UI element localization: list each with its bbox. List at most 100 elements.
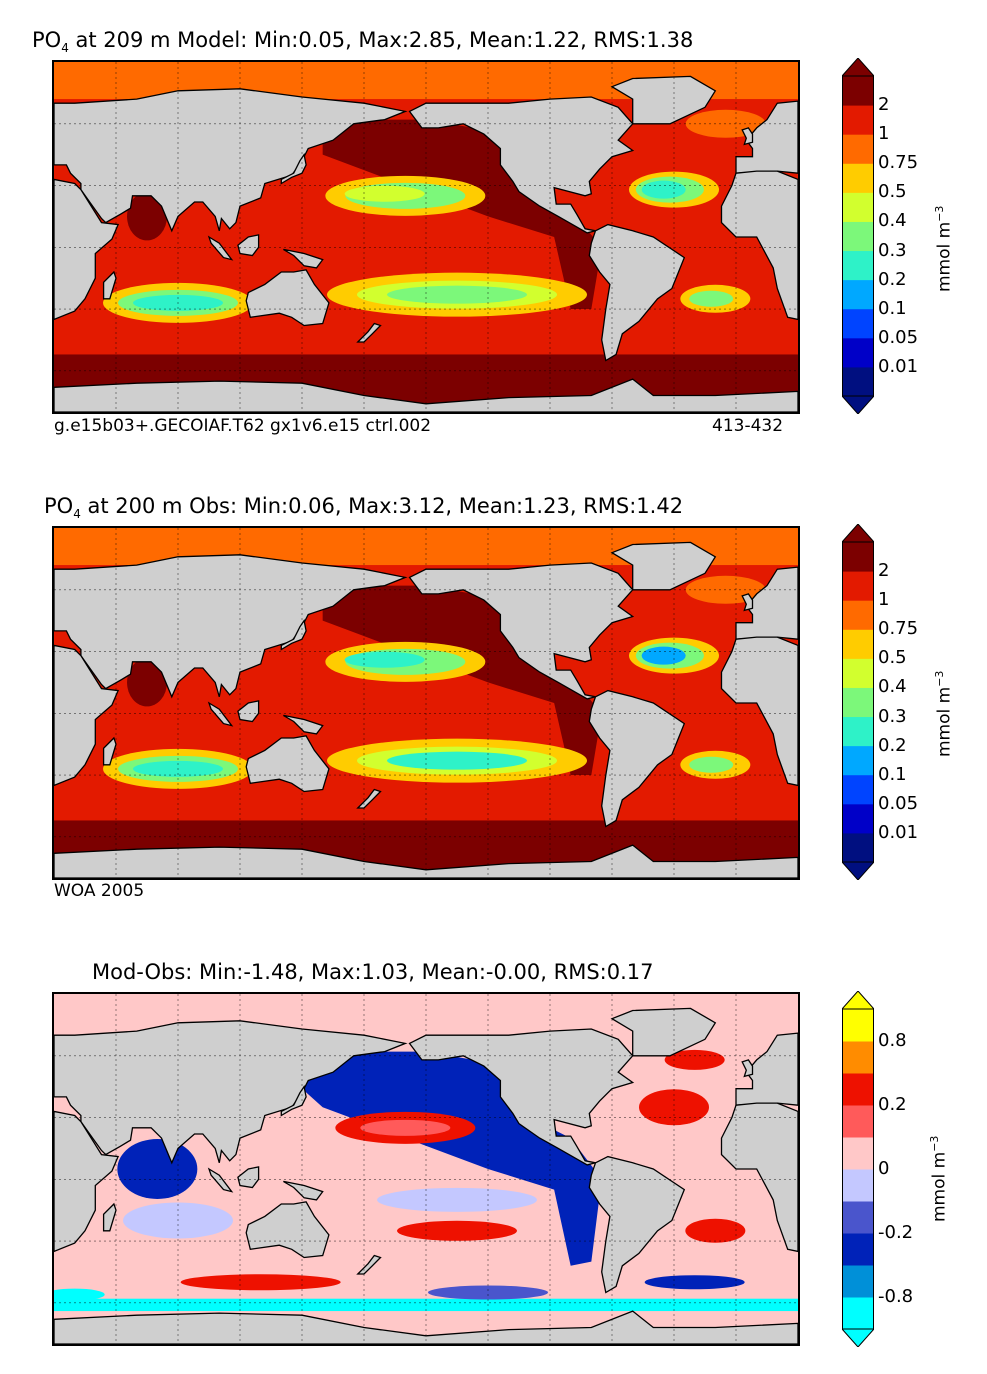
colorbar-segment [842,163,874,193]
land-africaW [720,1102,798,1253]
colorbar-tick-label: 0.2 [878,268,907,290]
land-europeW [735,1032,798,1106]
panel2-caption-left: WOA 2005 [54,881,145,901]
colorbar-extend-min [840,1328,876,1348]
land-eurasia [54,1020,408,1165]
colorbar-segment [842,337,874,368]
colorbar-segment [842,1105,874,1138]
land-northAmerica [408,562,635,700]
diff-natlantic-positive [639,1089,709,1126]
diff-satlantic-positive [685,1218,746,1243]
panel3-title: Mod-Obs: Min:-1.48, Max:1.03, Mean:-0.00… [92,960,654,984]
colorbar-segment [842,658,874,688]
land-japan [280,152,307,185]
colorbar-segment [842,1009,874,1042]
po4-npacific-high [322,585,602,776]
diff-spacific-light [377,1187,537,1212]
graticule [54,528,798,878]
land-greenland [610,541,717,591]
po4-arabian-sea [127,192,167,241]
colorbar-segment [842,192,874,222]
colorbar-segment [842,308,874,339]
land-southAmerica [588,1155,686,1294]
colorbar-segment [842,250,874,281]
land-sumatra [207,1167,234,1193]
colorbar-tick-label: 0.4 [878,210,907,232]
po4-southern-red [54,799,798,821]
diff-southern-cyan-patch [54,1288,105,1301]
panel2-map [52,526,800,880]
land-uk [741,127,754,146]
land-madagascar [102,270,117,300]
po4-spacific-gyre [387,285,527,304]
colorbar-segment [842,76,874,106]
colorbar-tick-label: 0.01 [878,821,919,843]
colorbar-segment [842,1169,874,1202]
land-japan [280,618,307,651]
panel1-colorbar-unit: mmol m−3 [933,205,955,292]
po4-npacific-high [322,119,602,310]
land-greenland [610,75,717,125]
land-northAmerica [408,1028,635,1166]
panel1-caption-left: g.e15b03+.GECOIAF.T62 gx1v6.e15 ctrl.002 [54,416,432,436]
diff-southern-negative [644,1275,745,1290]
land-greenland [610,1007,717,1057]
land-europeW [735,100,798,174]
po4-arctic-orange [54,542,156,563]
land-newGuinea [283,1180,324,1201]
colorbar-tick-label: 0.5 [878,647,907,669]
colorbar-segment [842,279,874,310]
colorbar-segment [842,105,874,135]
land-japan [280,1084,307,1117]
colorbar-tick-label: 0.8 [878,1030,907,1051]
land-europeW [735,566,798,640]
land-northAmerica [408,96,635,234]
colorbar-segment [842,1137,874,1170]
panel1-title: PO4 at 209 m Model: Min:0.05, Max:2.85, … [32,28,694,56]
colorbar-segment [842,542,874,572]
land-southAmerica [588,689,686,828]
po4-southern-red [54,333,798,355]
colorbar-tick-label: 0.3 [878,705,907,727]
panel2-colorbar-unit: mmol m−3 [933,670,955,757]
colorbar-segment [842,366,874,397]
colorbar-extend-min [840,395,876,415]
land-eurasia [54,554,408,699]
land-madagascar [102,1202,117,1232]
colorbar-tick-label: 0.1 [878,763,907,785]
panel3-colorbar-unit: mmol m−3 [928,1135,950,1222]
land-africa [54,178,120,321]
land-australia [245,735,330,793]
colorbar-segment [842,629,874,659]
land-australia [245,1201,330,1259]
colorbar-tick-label: 1 [878,589,890,611]
land-sumatra [207,235,234,261]
land-southAmerica [588,223,686,362]
colorbar-tick-label: 1 [878,123,890,145]
colorbar-tick-label: 0 [878,1158,890,1179]
diff-indian-negative [117,1139,198,1199]
colorbar-tick-label: 0.2 [878,1094,907,1115]
colorbar-segment [842,1233,874,1266]
po4-spacific-gyre [387,751,527,770]
colorbar-segment [842,1265,874,1298]
colorbar-tick-label: 2 [878,94,890,116]
colorbar-tick-label: 0.05 [878,326,919,348]
po4-satlantic-gyre [689,756,734,773]
po4-npacific-gyre [344,651,425,668]
colorbar-tick-label: 0.1 [878,297,907,319]
panel3-colorbar [840,990,876,1351]
po4-natlantic-gyre [641,180,686,199]
colorbar-extend-max [840,523,876,543]
po4-arctic-orange [54,76,156,97]
colorbar-segment [842,221,874,252]
colorbar-tick-label: 0.2 [878,734,907,756]
colorbar-extend-max [840,57,876,77]
colorbar-tick-label: 0.5 [878,181,907,203]
land-sumatra [207,701,234,727]
colorbar-tick-label: -0.8 [878,1286,914,1307]
colorbar-extend-min [840,861,876,881]
land-africa [54,644,120,787]
panel1-caption-right: 413-432 [712,416,784,436]
diff-southern-blue [428,1285,548,1300]
